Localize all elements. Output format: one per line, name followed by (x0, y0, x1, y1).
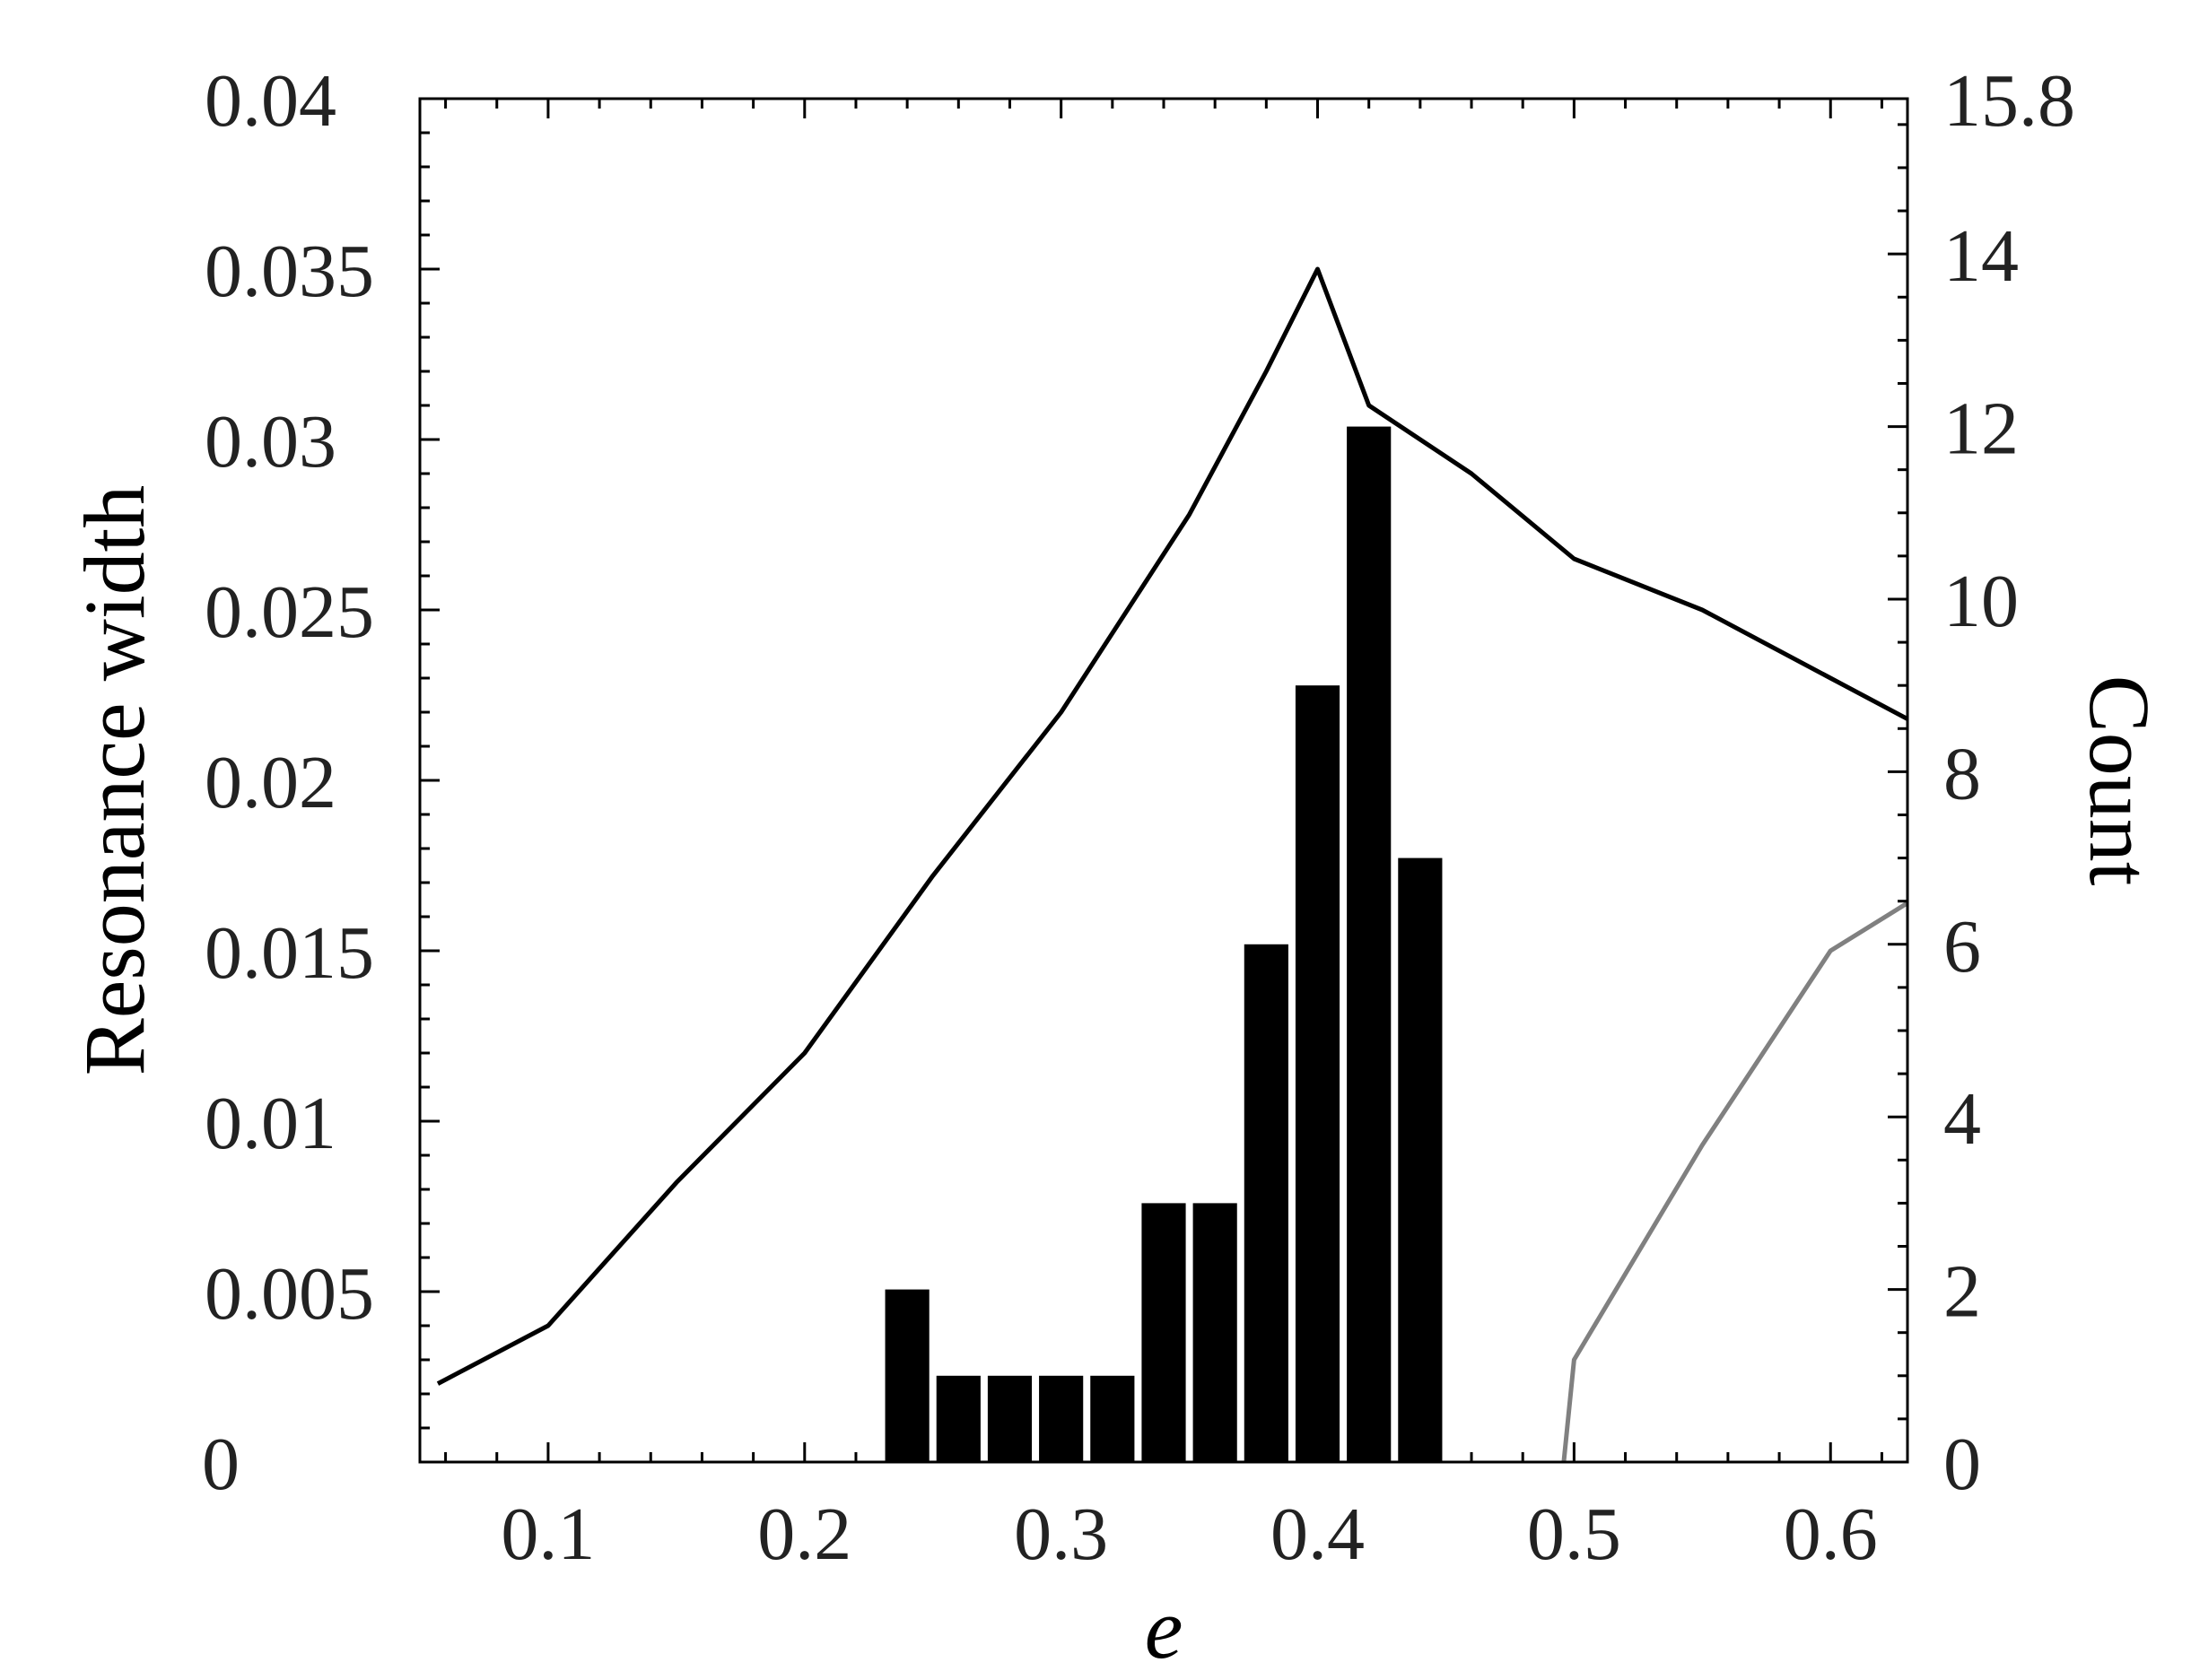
tick-marks (420, 97, 1907, 1464)
y-right-tick-label-6: 12 (1943, 387, 2019, 471)
x-tick-label-4: 0.5 (1527, 1493, 1621, 1576)
histogram-bar-4 (1090, 1375, 1135, 1462)
y-left-tick-label-7: 0.035 (205, 230, 374, 313)
histogram-bar-10 (1398, 857, 1443, 1462)
y-right-tick-label-1: 2 (1943, 1250, 1981, 1334)
y-left-tick-label-0: 0 (202, 1423, 240, 1506)
y-right-tick-labels: 0 2 4 6 8 10 12 14 15.8 (1943, 59, 2075, 1506)
x-axis-title: e (1145, 1580, 1183, 1676)
x-tick-label-1: 0.2 (757, 1493, 851, 1576)
y-left-tick-label-1: 0.005 (205, 1252, 374, 1336)
y-right-tick-label-2: 4 (1943, 1077, 1981, 1161)
histogram-bar-2 (987, 1375, 1033, 1462)
y-left-tick-label-5: 0.025 (205, 570, 374, 654)
y-left-tick-label-2: 0.01 (205, 1082, 336, 1165)
x-tick-labels: 0.1 0.2 0.3 0.4 0.5 0.6 (501, 1493, 1877, 1576)
x-tick-label-0: 0.1 (501, 1493, 595, 1576)
histogram-bar-7 (1244, 944, 1288, 1462)
y-left-tick-label-3: 0.015 (205, 911, 374, 995)
y-right-tick-label-4: 8 (1943, 732, 1981, 815)
histogram-bar-8 (1295, 685, 1340, 1462)
series-lines (436, 266, 1909, 1463)
series-line-0 (436, 266, 1909, 1386)
x-tick-label-5: 0.6 (1784, 1493, 1878, 1576)
histogram-bar-9 (1347, 426, 1392, 1463)
y-left-tick-label-4: 0.02 (205, 741, 336, 824)
y-right-tick-label-8: 15.8 (1943, 59, 2075, 143)
histogram-bar-1 (936, 1375, 981, 1462)
y-left-tick-label-8: 0.04 (205, 59, 336, 143)
y-left-tick-labels: 0 0.005 0.01 0.015 0.02 0.025 0.03 0.035 0.04 (202, 59, 374, 1506)
series-line-1 (1561, 901, 1909, 1463)
y-right-tick-label-7: 14 (1943, 214, 2019, 298)
histogram-bar-0 (885, 1289, 930, 1462)
y-left-axis-title: Resonance width (66, 485, 162, 1076)
y-right-axis-title: Count (2072, 675, 2168, 886)
histogram-bar-6 (1192, 1203, 1237, 1462)
y-right-tick-label-3: 6 (1943, 905, 1981, 988)
y-right-tick-label-5: 10 (1943, 560, 2019, 643)
histogram-bars (885, 426, 1443, 1463)
y-right-tick-label-0: 0 (1943, 1423, 1981, 1506)
x-tick-label-2: 0.3 (1014, 1493, 1108, 1576)
histogram-bar-5 (1141, 1203, 1186, 1462)
x-tick-label-3: 0.4 (1270, 1493, 1365, 1576)
y-left-tick-label-6: 0.03 (205, 400, 336, 483)
